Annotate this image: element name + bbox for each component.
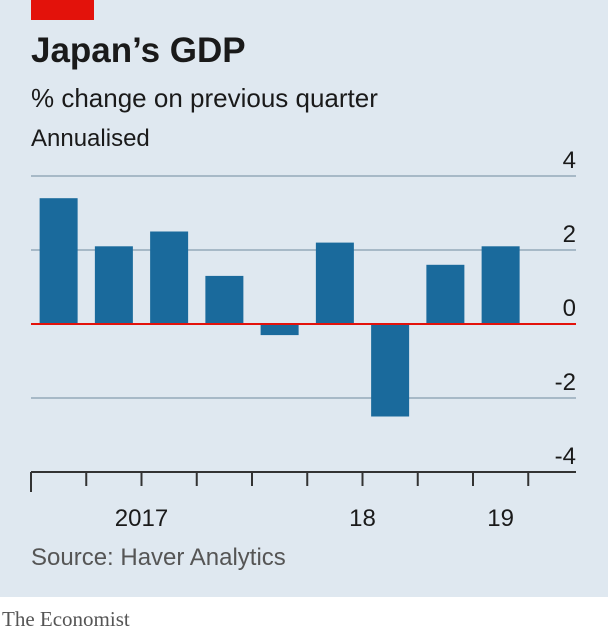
brand-tag <box>31 0 94 20</box>
y-tick-label: 0 <box>563 295 576 322</box>
bar <box>150 231 189 324</box>
x-tick-label: 18 <box>349 505 376 532</box>
subtitle: % change on previous quarter <box>31 83 378 113</box>
y-tick-label: 4 <box>563 147 576 174</box>
y-tick-label: -4 <box>555 443 576 470</box>
bar <box>426 264 465 324</box>
chart-title: Japan’s GDP <box>31 31 246 70</box>
y-tick-label: -2 <box>555 369 576 396</box>
bar <box>205 275 244 324</box>
x-tick-label: 19 <box>487 505 514 532</box>
bar <box>39 198 78 324</box>
y-tick-label: 2 <box>563 221 576 248</box>
x-tick-label: 2017 <box>115 505 168 532</box>
bar <box>94 246 133 324</box>
bar <box>315 242 354 324</box>
note: Annualised <box>31 125 150 152</box>
brand: The Economist <box>2 607 130 631</box>
source: Source: Haver Analytics <box>31 544 286 571</box>
bar <box>481 246 520 324</box>
bar <box>371 324 410 417</box>
bar <box>260 324 299 336</box>
